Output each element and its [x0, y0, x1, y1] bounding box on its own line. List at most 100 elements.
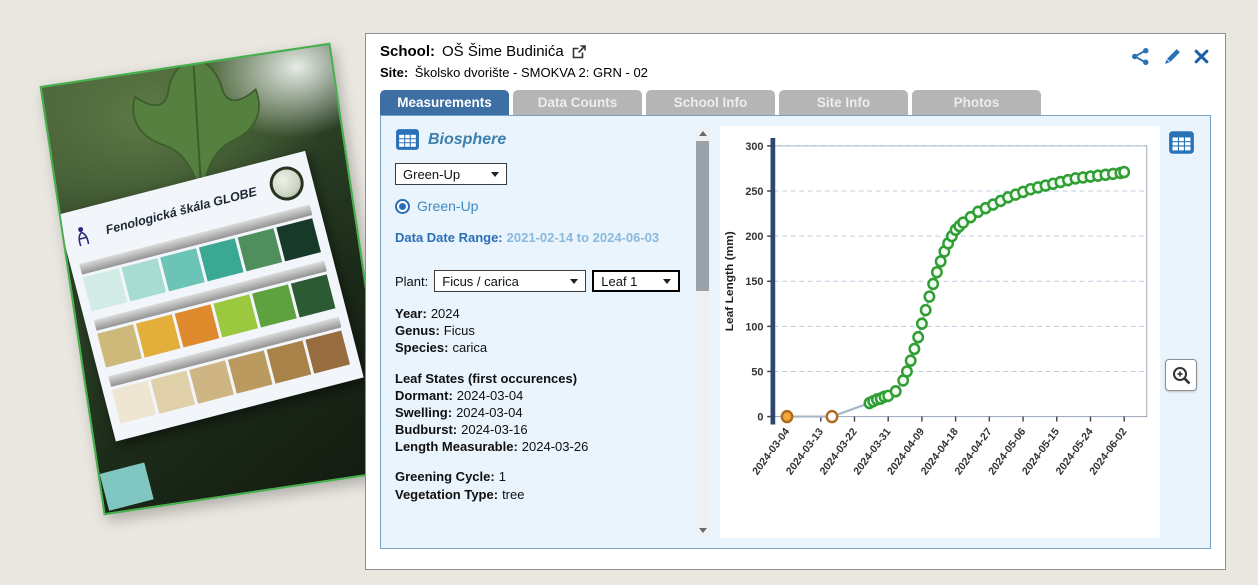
open-external-icon[interactable]	[571, 44, 587, 60]
data-point	[917, 319, 926, 329]
svg-text:150: 150	[745, 276, 763, 288]
color-swatch	[213, 294, 258, 337]
scroll-down-button[interactable]	[695, 523, 710, 538]
color-swatch	[83, 268, 128, 311]
svg-text:300: 300	[745, 141, 763, 153]
svg-text:100: 100	[745, 321, 763, 333]
data-point	[936, 256, 945, 266]
color-swatch	[189, 361, 234, 404]
triangle-up-icon	[699, 131, 707, 136]
field-greening-cycle: Greening Cycle: 1	[395, 468, 693, 485]
svg-text:50: 50	[751, 366, 763, 378]
plant-select[interactable]: Ficus / carica	[434, 270, 586, 292]
field-label: Vegetation Type:	[395, 487, 498, 502]
field-label: Greening Cycle:	[395, 469, 495, 484]
date-range-value: 2021-02-14 to 2024-06-03	[507, 230, 660, 245]
data-point	[827, 411, 837, 422]
data-point	[913, 332, 922, 342]
field-value: 2024-03-16	[461, 422, 528, 437]
color-swatch	[112, 381, 157, 424]
data-table-button[interactable]	[1168, 130, 1195, 155]
leaf-growth-chart: 0501001502002503002024-03-042024-03-1320…	[720, 126, 1160, 538]
date-range-label: Data Date Range:	[395, 230, 503, 245]
field-label: Genus:	[395, 323, 440, 338]
greenup-radio-label: Green-Up	[417, 198, 478, 214]
school-title-line: School: OŠ Šime Budinića	[380, 43, 1211, 60]
field-label: Swelling:	[395, 405, 452, 420]
field-label: Length Measurable:	[395, 439, 518, 454]
protocol-select[interactable]: Green-Up	[395, 163, 507, 185]
sidebar-scrollbar[interactable]	[695, 126, 710, 538]
tab-site-info[interactable]: Site Info	[779, 90, 908, 115]
greenup-radio[interactable]	[395, 199, 410, 214]
triangle-down-icon	[699, 528, 707, 533]
color-swatch	[160, 248, 205, 291]
field-label: Year:	[395, 306, 427, 321]
color-swatch	[267, 341, 312, 384]
measurement-sidebar: Biosphere Green-Up Green-Up Data Date Ra…	[395, 126, 693, 538]
tab-photos[interactable]: Photos	[912, 90, 1041, 115]
field-dormant: Dormant:2024-03-04	[395, 387, 693, 404]
field-value: Ficus	[444, 323, 475, 338]
color-swatch-partial	[100, 462, 154, 510]
site-value: Školsko dvorište - SMOKVA 2: GRN - 02	[415, 65, 648, 80]
scrollbar-thumb[interactable]	[696, 141, 709, 291]
school-name: OŠ Šime Budinića	[442, 43, 564, 60]
edit-pencil-icon[interactable]	[1163, 47, 1182, 66]
magnifier-plus-icon	[1171, 365, 1192, 386]
greenup-radio-row: Green-Up	[395, 198, 693, 214]
growth-chart: 0501001502002503002024-03-042024-03-1320…	[720, 126, 1160, 538]
data-point	[782, 411, 792, 422]
field-value: tree	[502, 487, 524, 502]
field-label: Species:	[395, 340, 448, 355]
plant-select-value: Ficus / carica	[442, 274, 519, 289]
field-value: 2024-03-04	[456, 405, 523, 420]
svg-text:250: 250	[745, 186, 763, 198]
data-point	[906, 356, 915, 366]
zoom-button[interactable]	[1165, 359, 1197, 391]
field-length-measurable: Length Measurable: 2024-03-26	[395, 438, 693, 455]
y-axis-label: Leaf Length (mm)	[723, 231, 736, 331]
y-tick-labels: 0 50 100 150 200 250 300	[745, 141, 772, 424]
color-swatch	[228, 351, 273, 394]
field-value: 1	[499, 469, 506, 484]
page-background: Fenologická škála GLOBE School: OŠ Šime …	[0, 0, 1258, 585]
site-title-line: Site: Školsko dvorište - SMOKVA 2: GRN -…	[380, 65, 1211, 80]
site-photo: Fenologická škála GLOBE	[40, 43, 395, 516]
data-date-range: Data Date Range: 2021-02-14 to 2024-06-03	[395, 228, 687, 248]
data-point	[891, 386, 900, 396]
site-label: Site:	[380, 65, 408, 80]
field-swelling: Swelling: 2024-03-04	[395, 404, 693, 421]
color-swatch	[291, 274, 336, 317]
color-swatch	[305, 331, 350, 374]
tab-data-counts[interactable]: Data Counts	[513, 90, 642, 115]
school-label: School:	[380, 43, 435, 60]
leaf-states-heading: Leaf States (first occurences)	[395, 370, 693, 387]
field-value: carica	[452, 340, 487, 355]
field-label: Budburst:	[395, 422, 457, 437]
leaf-select[interactable]: Leaf 1	[592, 270, 680, 292]
color-swatch	[276, 218, 321, 261]
school-stamp-icon	[266, 163, 307, 204]
share-icon[interactable]	[1130, 46, 1151, 67]
tab-bar: Measurements Data Counts School Info Sit…	[380, 90, 1211, 115]
field-species: Species: carica	[395, 339, 693, 356]
scrollbar-track[interactable]	[695, 141, 710, 523]
data-point	[902, 366, 911, 376]
scroll-up-button[interactable]	[695, 126, 710, 141]
plant-selector-row: Plant: Ficus / carica Leaf 1	[395, 270, 693, 292]
data-point	[925, 292, 934, 302]
data-point	[928, 279, 937, 289]
section-title: Biosphere	[428, 131, 506, 149]
data-point	[921, 305, 930, 315]
field-value: 2024-03-26	[522, 439, 589, 454]
close-icon[interactable]	[1194, 49, 1209, 64]
chart-tools	[1160, 126, 1202, 538]
svg-text:0: 0	[757, 411, 763, 423]
svg-text:200: 200	[745, 231, 763, 243]
tab-measurements[interactable]: Measurements	[380, 90, 509, 115]
tab-school-info[interactable]: School Info	[646, 90, 775, 115]
table-icon	[395, 128, 420, 151]
field-value: 2024	[431, 306, 460, 321]
radio-dot-icon	[399, 203, 406, 210]
